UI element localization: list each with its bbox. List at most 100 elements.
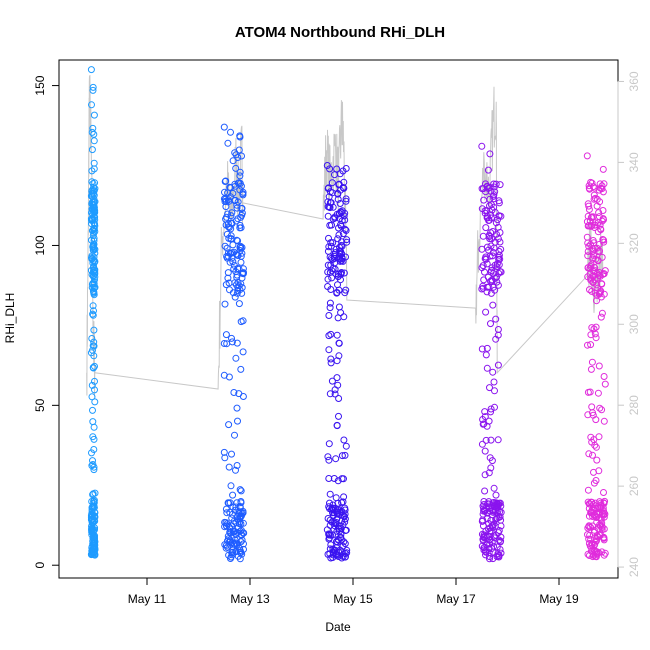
data-point bbox=[594, 257, 602, 265]
data-point bbox=[89, 243, 97, 251]
data-point bbox=[230, 265, 238, 273]
data-point bbox=[587, 433, 595, 441]
data-point bbox=[88, 146, 96, 154]
data-point bbox=[229, 189, 237, 197]
data-point bbox=[233, 339, 241, 347]
x-tick-label: May 13 bbox=[230, 592, 270, 606]
data-point bbox=[342, 442, 350, 450]
data-point bbox=[585, 535, 593, 543]
data-point bbox=[598, 309, 606, 317]
data-point bbox=[91, 207, 99, 215]
data-point bbox=[485, 502, 493, 510]
x-tick-label: May 15 bbox=[333, 592, 373, 606]
data-point bbox=[492, 491, 500, 499]
data-point bbox=[343, 549, 351, 557]
data-point bbox=[327, 286, 335, 293]
data-point bbox=[229, 289, 237, 297]
data-point bbox=[479, 185, 487, 193]
data-point bbox=[590, 526, 598, 534]
data-point bbox=[326, 204, 334, 212]
data-point bbox=[89, 364, 97, 371]
data-point bbox=[494, 361, 502, 369]
data-point bbox=[593, 532, 601, 540]
data-point bbox=[89, 215, 97, 223]
data-point bbox=[324, 268, 332, 276]
data-point bbox=[90, 198, 98, 206]
data-point bbox=[596, 271, 603, 279]
data-point bbox=[333, 357, 341, 365]
data-point bbox=[586, 388, 594, 396]
data-point bbox=[591, 330, 599, 338]
data-point bbox=[584, 341, 591, 349]
data-point bbox=[90, 466, 98, 474]
data-point bbox=[90, 517, 98, 524]
data-point bbox=[585, 450, 593, 458]
data-point bbox=[601, 380, 609, 388]
data-point bbox=[331, 546, 339, 554]
y2-tick-label: 320 bbox=[627, 233, 641, 253]
data-point bbox=[586, 286, 593, 294]
data-point bbox=[226, 258, 234, 266]
data-point bbox=[587, 331, 595, 339]
data-point bbox=[325, 332, 333, 340]
data-point bbox=[488, 457, 496, 465]
data-point bbox=[336, 170, 344, 178]
data-point bbox=[239, 191, 247, 199]
data-point bbox=[585, 552, 593, 559]
data-point bbox=[497, 268, 505, 276]
data-point bbox=[331, 390, 339, 398]
y2-tick-label: 240 bbox=[627, 557, 641, 577]
data-point bbox=[338, 217, 346, 225]
data-point bbox=[331, 522, 339, 530]
data-point bbox=[493, 543, 501, 551]
data-point bbox=[600, 373, 608, 380]
data-point bbox=[224, 210, 232, 218]
data-point bbox=[229, 491, 237, 499]
data-point bbox=[493, 514, 501, 522]
data-point bbox=[323, 162, 331, 169]
data-point bbox=[483, 212, 491, 220]
x-tick-label: May 19 bbox=[539, 592, 579, 606]
data-point bbox=[224, 139, 232, 147]
data-point bbox=[325, 535, 333, 543]
data-point bbox=[482, 436, 490, 444]
data-point bbox=[587, 341, 595, 349]
data-point bbox=[590, 268, 598, 275]
data-point bbox=[89, 311, 97, 319]
data-point bbox=[227, 212, 235, 220]
data-point bbox=[325, 475, 333, 482]
data-point bbox=[326, 490, 334, 498]
data-point bbox=[229, 258, 237, 266]
data-point bbox=[90, 496, 98, 504]
data-point bbox=[489, 555, 497, 563]
data-point bbox=[330, 519, 338, 527]
data-point bbox=[222, 505, 230, 513]
data-point bbox=[239, 393, 247, 400]
data-point bbox=[487, 464, 495, 472]
data-point bbox=[591, 547, 599, 555]
data-point bbox=[584, 212, 592, 220]
data-point bbox=[231, 293, 239, 301]
y-tick-label: 150 bbox=[33, 75, 47, 95]
data-point bbox=[600, 270, 608, 278]
data-point bbox=[90, 278, 98, 286]
data-point bbox=[598, 280, 606, 288]
data-point bbox=[485, 216, 493, 224]
data-point bbox=[342, 195, 350, 203]
data-point bbox=[227, 482, 235, 490]
data-point bbox=[595, 362, 603, 370]
data-point bbox=[335, 231, 343, 239]
data-point bbox=[334, 281, 341, 289]
data-point bbox=[589, 501, 597, 508]
data-point bbox=[591, 264, 599, 272]
data-point bbox=[478, 345, 486, 353]
data-point bbox=[596, 531, 604, 538]
y2-axis: 240 260 280 300 320 340 360 bbox=[617, 71, 641, 577]
data-point bbox=[234, 237, 242, 245]
y2-tick-label: 260 bbox=[627, 476, 641, 496]
data-point bbox=[600, 417, 608, 425]
data-point bbox=[224, 537, 231, 545]
data-point bbox=[232, 466, 239, 474]
data-point bbox=[238, 284, 246, 292]
data-point bbox=[587, 365, 595, 373]
